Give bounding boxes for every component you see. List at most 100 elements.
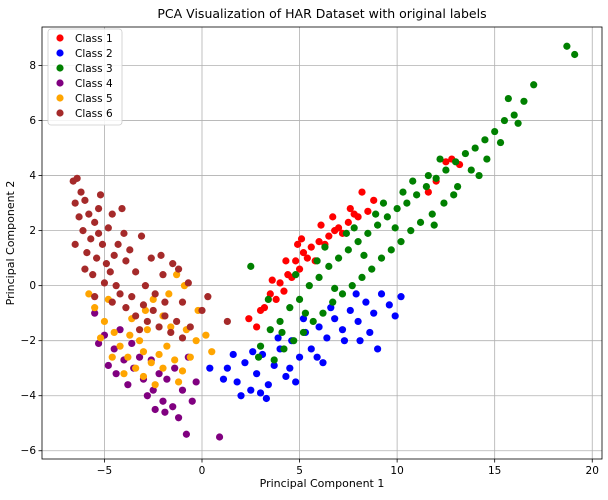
data-point	[424, 188, 432, 196]
data-point	[319, 359, 327, 367]
data-point	[198, 306, 206, 315]
data-point	[352, 290, 360, 298]
data-point	[122, 304, 130, 312]
data-point	[256, 389, 265, 397]
data-point	[440, 199, 448, 207]
data-point	[81, 265, 89, 273]
legend-box	[47, 28, 123, 126]
data-point	[91, 293, 99, 301]
data-point	[178, 386, 187, 394]
data-point	[163, 342, 171, 350]
y-tick-label: 6	[29, 115, 36, 127]
data-point	[96, 191, 105, 199]
data-point	[116, 326, 124, 334]
data-point	[317, 221, 325, 229]
data-point	[442, 166, 450, 174]
data-point	[192, 337, 200, 345]
data-point	[354, 238, 362, 246]
data-point	[358, 188, 366, 196]
data-point	[297, 235, 306, 243]
data-point	[319, 309, 327, 317]
y-tick-label: 2	[29, 225, 36, 237]
data-point	[377, 254, 386, 262]
data-point	[91, 304, 99, 312]
data-point	[223, 364, 231, 372]
data-point	[407, 227, 415, 235]
data-point	[282, 372, 290, 381]
data-point	[299, 249, 308, 257]
x-tick-label: 15	[488, 465, 501, 477]
data-point	[260, 304, 269, 312]
data-point	[344, 246, 352, 254]
data-point	[149, 386, 157, 394]
data-point	[329, 213, 337, 221]
data-point	[374, 221, 382, 229]
data-point	[85, 290, 93, 298]
data-point	[219, 375, 228, 383]
data-point	[358, 273, 366, 281]
data-point	[294, 240, 302, 248]
data-point	[299, 315, 308, 323]
data-point	[454, 182, 462, 191]
data-point	[169, 403, 177, 411]
data-point	[461, 149, 470, 158]
data-point	[413, 191, 421, 199]
data-point	[89, 271, 97, 279]
data-point	[432, 174, 440, 182]
data-point	[340, 337, 349, 345]
data-point	[348, 282, 356, 290]
data-point	[206, 364, 214, 372]
data-point	[292, 271, 300, 279]
data-point	[295, 353, 304, 361]
data-point	[116, 290, 124, 298]
data-point	[71, 199, 79, 207]
data-point	[286, 304, 294, 312]
legend-marker	[56, 94, 64, 102]
y-tick-label: 4	[29, 170, 36, 182]
y-tick-label: 8	[29, 60, 36, 72]
data-point	[301, 309, 310, 317]
data-point	[350, 224, 358, 232]
data-point	[450, 191, 458, 199]
data-point	[167, 323, 175, 331]
data-point	[167, 328, 175, 337]
data-point	[362, 298, 370, 306]
data-point	[286, 364, 294, 372]
legend-marker	[56, 64, 64, 72]
data-point	[393, 205, 401, 213]
data-point	[383, 213, 391, 221]
data-point	[385, 301, 393, 309]
data-point	[73, 174, 81, 182]
x-tick-label: 5	[296, 465, 303, 477]
data-point	[321, 243, 329, 251]
data-point	[151, 381, 159, 389]
data-point	[268, 276, 276, 284]
data-point	[475, 171, 483, 180]
data-point	[391, 312, 399, 320]
data-point	[233, 378, 241, 386]
data-point	[171, 364, 179, 372]
data-point	[112, 370, 120, 378]
data-point	[161, 312, 169, 320]
data-point	[338, 290, 347, 298]
data-point	[132, 268, 140, 276]
data-point	[370, 196, 378, 204]
data-point	[139, 348, 148, 356]
data-point	[128, 293, 136, 301]
data-point	[280, 345, 288, 353]
data-point	[331, 315, 339, 323]
data-point	[292, 257, 300, 265]
data-point	[79, 227, 87, 235]
data-point	[510, 111, 518, 119]
data-point	[471, 144, 479, 152]
data-point	[276, 279, 284, 287]
data-point	[430, 221, 438, 229]
chart-title: PCA Visualization of HAR Dataset with or…	[157, 6, 486, 21]
data-point	[159, 364, 167, 372]
data-point	[331, 284, 339, 293]
data-point	[452, 158, 460, 166]
data-point	[149, 295, 157, 304]
data-point	[106, 268, 114, 276]
data-point	[500, 116, 509, 125]
